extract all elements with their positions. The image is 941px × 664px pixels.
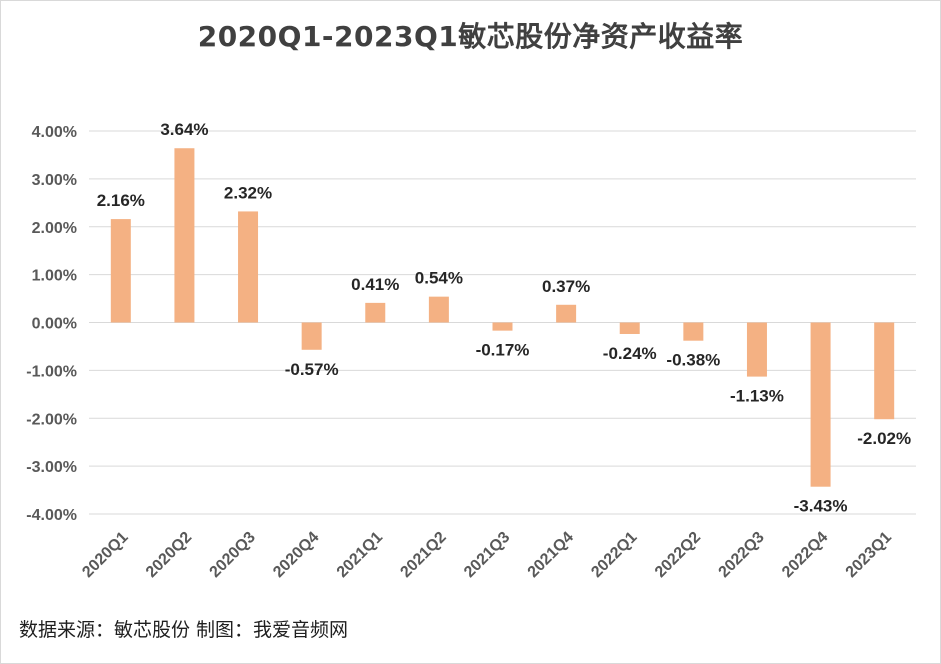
bar <box>365 302 386 323</box>
data-label: -0.38% <box>666 351 720 370</box>
data-label: -0.24% <box>603 344 657 363</box>
bar <box>301 322 322 350</box>
y-tick-label: -2.00% <box>26 411 77 428</box>
bar <box>238 211 259 323</box>
x-tick-label: 2020Q4 <box>270 529 322 581</box>
data-label: -0.17% <box>476 341 530 360</box>
y-tick-label: -1.00% <box>26 363 77 380</box>
y-tick-label: 1.00% <box>32 268 77 285</box>
x-tick-label: 2023Q1 <box>843 529 895 581</box>
bar <box>556 304 577 323</box>
chart-title: 2020Q1-2023Q1敏芯股份净资产收益率 <box>197 20 744 53</box>
x-tick-label: 2022Q3 <box>716 529 768 581</box>
x-tick-label: 2021Q2 <box>397 529 449 581</box>
data-label: 3.64% <box>160 120 208 139</box>
x-tick-label: 2021Q1 <box>334 529 386 581</box>
bar <box>810 322 831 487</box>
bar <box>874 322 895 420</box>
x-tick-label: 2022Q4 <box>779 529 831 581</box>
data-label: -3.43% <box>794 497 848 516</box>
source-note: 数据来源：敏芯股份 制图：我爱音频网 <box>19 619 349 641</box>
data-label: 2.16% <box>97 191 145 210</box>
data-label: -0.57% <box>285 360 339 379</box>
x-tick-label: 2020Q3 <box>207 529 259 581</box>
bar <box>428 296 449 323</box>
data-label: -1.13% <box>730 387 784 406</box>
data-label: -2.02% <box>857 429 911 448</box>
x-tick-label: 2022Q2 <box>652 529 704 581</box>
x-tick-label: 2021Q4 <box>525 529 577 581</box>
bar <box>683 322 704 341</box>
data-label: 2.32% <box>224 183 272 202</box>
x-tick-label: 2020Q1 <box>79 529 131 581</box>
y-tick-label: 2.00% <box>32 220 77 237</box>
data-label: 0.41% <box>351 275 399 294</box>
x-tick-label: 2022Q1 <box>588 529 640 581</box>
bar <box>174 148 195 323</box>
y-tick-label: 3.00% <box>32 172 77 189</box>
y-tick-label: 0.00% <box>32 316 77 333</box>
bar <box>110 219 131 323</box>
x-tick-label: 2021Q3 <box>461 529 513 581</box>
x-tick-label: 2020Q2 <box>143 529 195 581</box>
y-tick-label: -4.00% <box>26 507 77 524</box>
data-label: 0.54% <box>415 269 463 288</box>
bar <box>746 322 767 377</box>
y-tick-label: 4.00% <box>32 124 77 141</box>
bar <box>492 322 513 331</box>
y-tick-label: -3.00% <box>26 459 77 476</box>
bar <box>619 322 640 334</box>
data-label: 0.37% <box>542 277 590 296</box>
